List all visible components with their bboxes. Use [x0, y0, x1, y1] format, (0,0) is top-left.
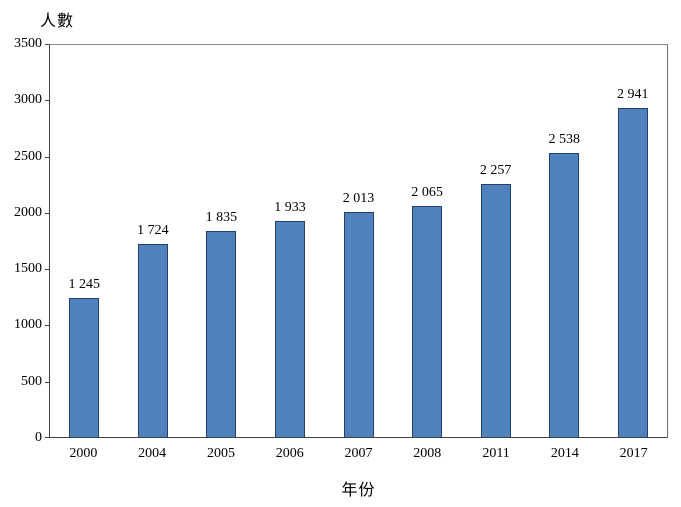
- bar-value-label: 2 013: [342, 190, 375, 206]
- bar: [206, 231, 237, 437]
- bar: [137, 243, 168, 437]
- bar-value-label: 2 257: [479, 163, 512, 179]
- x-tick-label: 2014: [550, 446, 579, 461]
- bar-slot: 2 538: [530, 45, 599, 437]
- y-tick-label: 1500: [14, 261, 42, 277]
- y-tick-mark: [45, 325, 49, 327]
- bar-slot: 2 013: [324, 45, 393, 437]
- bar-value-label: 1 933: [274, 199, 306, 215]
- bar-value-label: 1 835: [205, 210, 238, 226]
- y-tick-mark: [45, 156, 49, 158]
- y-tick-label: 1000: [14, 317, 42, 333]
- bar: [480, 184, 511, 437]
- bar-value-label: 1 724: [137, 222, 169, 238]
- y-tick-mark: [45, 437, 49, 438]
- bar-slot: 1 835: [187, 45, 256, 437]
- y-tick-label: 3000: [14, 92, 42, 108]
- y-tick-label: 3500: [14, 36, 42, 51]
- y-tick-mark: [45, 44, 49, 45]
- y-tick-label: 2000: [14, 204, 42, 220]
- bar: [412, 205, 443, 437]
- bar: [274, 220, 305, 437]
- bar-value-label: 1 245: [68, 276, 101, 292]
- bar: [69, 297, 100, 437]
- bar-slot: 1 245: [50, 45, 119, 437]
- bar-slot: 2 065: [393, 45, 462, 437]
- bar-value-label: 2 065: [411, 184, 443, 200]
- bar: [617, 107, 648, 437]
- bar: [549, 152, 580, 437]
- x-axis-labels: 2000 2004 2005 2006 2007 2008 2011 2014 2017: [49, 446, 668, 462]
- bar-value-label: 2 941: [617, 86, 649, 102]
- x-tick-label: 2007: [344, 446, 373, 461]
- x-axis-title: 年份: [341, 482, 376, 499]
- y-tick-label: 500: [21, 373, 42, 389]
- y-tick-mark: [45, 269, 49, 271]
- x-tick-label: 2004: [138, 446, 167, 461]
- bar-slot: 1 933: [256, 45, 325, 437]
- bar-slot: 1 724: [119, 45, 188, 437]
- y-tick-label: 2500: [14, 148, 42, 164]
- y-tick-mark: [45, 100, 49, 102]
- y-tick-mark: [45, 381, 49, 383]
- bar-slot: 2 257: [461, 45, 530, 437]
- plot-area: 1 245 1 724 1 835 1 933 2 013 2 065 2 257 2 538…: [49, 44, 668, 438]
- x-tick-label: 2011: [482, 446, 510, 461]
- bar: [343, 211, 374, 437]
- y-tick-label: 0: [35, 430, 42, 445]
- x-tick-label: 2000: [69, 446, 98, 461]
- x-tick-label: 2017: [619, 446, 648, 461]
- x-tick-label: 2005: [206, 446, 235, 461]
- bar-slot: 2 941: [599, 45, 668, 437]
- x-tick-label: 2006: [275, 446, 304, 461]
- y-axis-title: 人數: [40, 13, 75, 30]
- x-tick-label: 2008: [413, 446, 442, 461]
- bar-value-label: 2 538: [548, 131, 580, 147]
- y-tick-mark: [45, 212, 49, 214]
